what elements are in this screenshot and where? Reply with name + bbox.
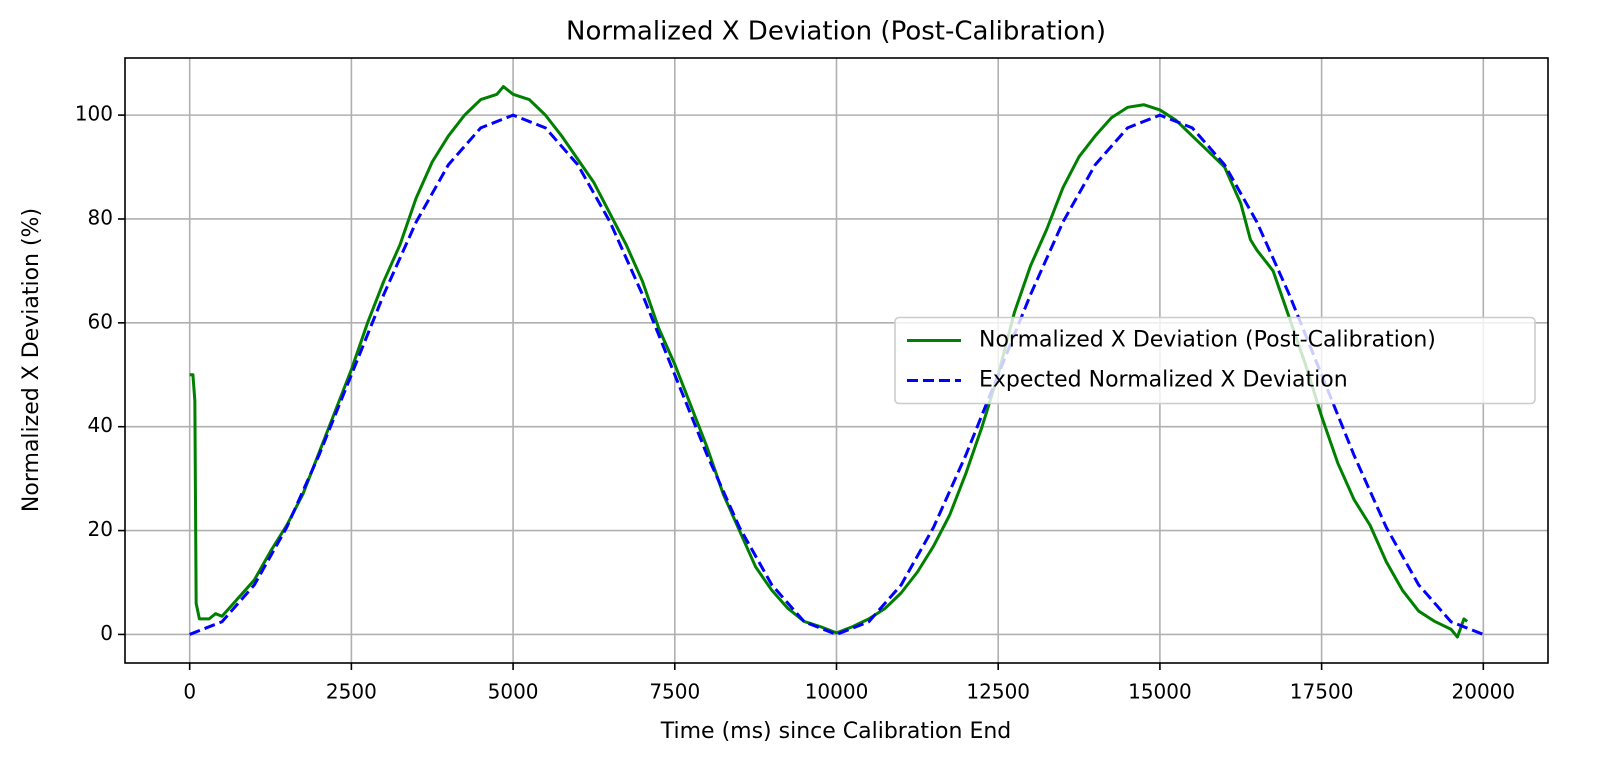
y-tick-label: 0 bbox=[100, 621, 113, 645]
legend-text: Normalized X Deviation (Post-Calibration… bbox=[979, 328, 1436, 353]
x-tick-label: 7500 bbox=[649, 680, 700, 704]
x-tick-label: 0 bbox=[183, 680, 196, 704]
data-line bbox=[189, 113, 1484, 636]
x-axis-label: Time (ms) since Calibration End bbox=[660, 719, 1012, 744]
x-tick-label: 20000 bbox=[1452, 680, 1516, 704]
y-tick-label: 80 bbox=[88, 205, 113, 229]
x-tick-label: 15000 bbox=[1128, 680, 1192, 704]
x-tick-label: 5000 bbox=[488, 680, 539, 704]
legend-text: Expected Normalized X Deviation bbox=[979, 368, 1348, 393]
x-tick-label: 2500 bbox=[326, 680, 377, 704]
y-tick-label: 40 bbox=[88, 413, 113, 437]
y-tick-label: 60 bbox=[88, 309, 113, 333]
x-tick-label: 10000 bbox=[805, 680, 869, 704]
legend: Normalized X Deviation (Post-Calibration… bbox=[894, 316, 1536, 405]
plot-frame bbox=[124, 57, 1549, 664]
x-tick-label: 17500 bbox=[1290, 680, 1354, 704]
y-axis-label: Normalized X Deviation (%) bbox=[19, 208, 44, 512]
x-tick-label: 12500 bbox=[966, 680, 1030, 704]
y-tick-label: 100 bbox=[75, 102, 113, 126]
data-line bbox=[189, 85, 1469, 639]
chart-title: Normalized X Deviation (Post-Calibration… bbox=[566, 17, 1106, 47]
y-tick-label: 20 bbox=[88, 517, 113, 541]
legend-box bbox=[894, 316, 1536, 405]
